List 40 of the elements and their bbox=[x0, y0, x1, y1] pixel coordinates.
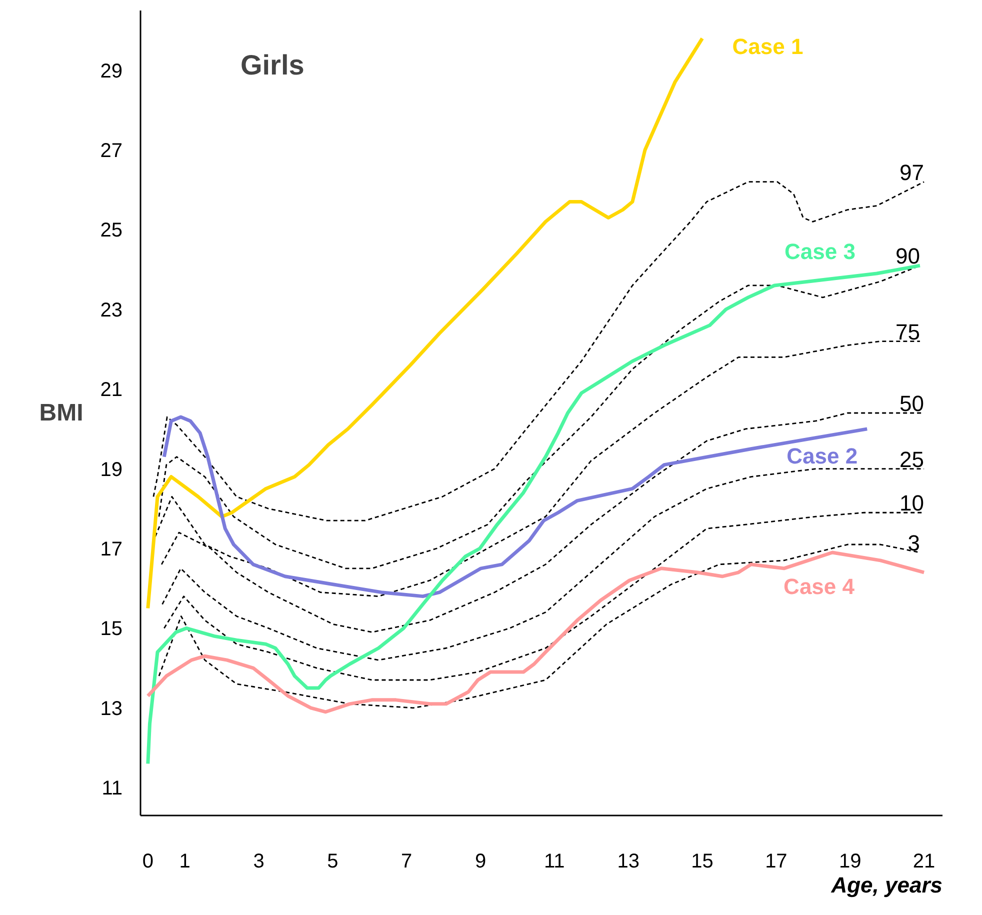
y-axis-title: BMI bbox=[39, 400, 84, 426]
y-tick-label: 13 bbox=[100, 698, 123, 720]
series-label: Case 4 bbox=[784, 574, 856, 599]
x-tick-label: 9 bbox=[474, 850, 486, 872]
series-label: Case 2 bbox=[786, 443, 858, 468]
series-label: 90 bbox=[895, 244, 920, 269]
series-label: 25 bbox=[900, 446, 924, 472]
x-tick-label: 19 bbox=[838, 850, 862, 872]
y-tick-label: 15 bbox=[100, 618, 123, 640]
text: Girls bbox=[240, 50, 304, 80]
line-series bbox=[152, 181, 925, 522]
series-label: 50 bbox=[900, 391, 924, 416]
y-tick-label: 25 bbox=[100, 220, 123, 242]
y-tick-label: 27 bbox=[100, 140, 123, 162]
y-tick-label: 19 bbox=[100, 458, 123, 481]
x-tick-label: 21 bbox=[912, 850, 936, 872]
line-series bbox=[146, 36, 704, 610]
line-series bbox=[146, 264, 922, 766]
series-label: Case 1 bbox=[732, 34, 804, 59]
y-tick-label: 29 bbox=[100, 60, 123, 82]
series-label: Case 3 bbox=[784, 239, 856, 264]
x-tick-label: 0 bbox=[142, 850, 154, 872]
x-axis-title: Age, years bbox=[830, 872, 943, 898]
series-label: 10 bbox=[900, 490, 924, 516]
y-tick-label: 17 bbox=[100, 538, 123, 560]
x-tick-label: 13 bbox=[617, 850, 640, 872]
x-tick-label: 5 bbox=[327, 850, 338, 872]
x-tick-label: 17 bbox=[765, 850, 788, 872]
y-tick-label: 11 bbox=[102, 778, 123, 800]
y-tick-label: 21 bbox=[100, 379, 123, 402]
series-label: 75 bbox=[895, 319, 920, 344]
series-label: 97 bbox=[900, 160, 924, 185]
x-tick-label: 1 bbox=[179, 850, 190, 872]
series-label: 3 bbox=[908, 530, 920, 556]
x-tick-label: 15 bbox=[691, 850, 714, 872]
x-tick-label: 11 bbox=[544, 850, 565, 872]
x-tick-label: 3 bbox=[253, 850, 264, 872]
line-series bbox=[162, 415, 869, 598]
x-tick-label: 7 bbox=[401, 850, 412, 872]
y-tick-label: 23 bbox=[100, 299, 123, 322]
